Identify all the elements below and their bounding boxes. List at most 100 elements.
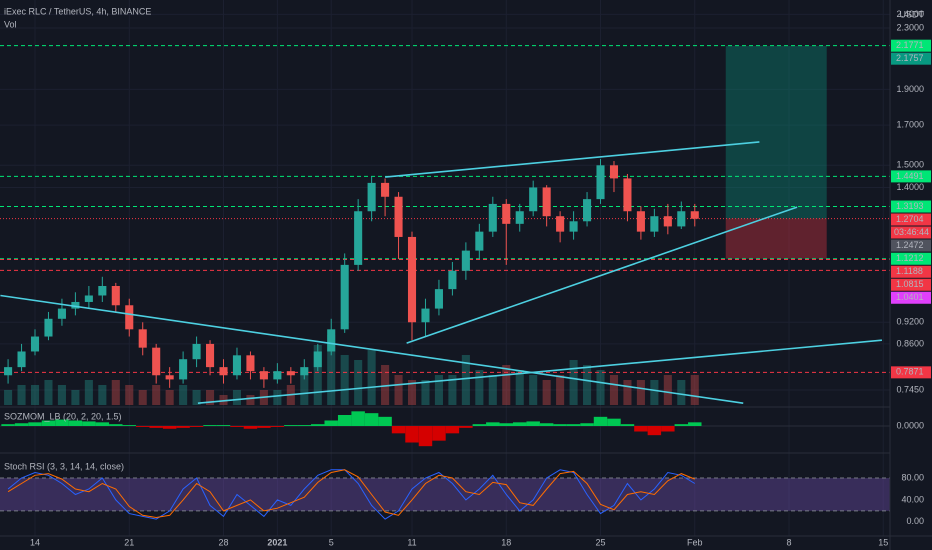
volume-bar <box>71 390 80 405</box>
candle-body <box>609 165 619 179</box>
volume-bar <box>300 375 309 405</box>
position-loss-zone <box>725 218 827 259</box>
volume-bar <box>30 385 40 405</box>
volume-bar <box>421 380 430 405</box>
momentum-bar <box>284 425 298 426</box>
candle-body <box>286 371 295 376</box>
volume-bar <box>488 375 497 405</box>
candle-body <box>367 182 376 212</box>
price-tag <box>891 213 931 226</box>
candle-body <box>98 285 107 296</box>
momentum-bar <box>459 426 473 428</box>
x-tick-label: 28 <box>219 537 229 547</box>
candle-body <box>17 351 26 368</box>
price-tag <box>891 170 931 183</box>
price-tag-label: 1.3193 <box>896 201 924 211</box>
momentum-bar <box>634 426 648 432</box>
volume-bar <box>461 355 470 405</box>
volume-bar <box>569 360 578 405</box>
volume-bar <box>677 380 686 405</box>
candle-body <box>246 355 255 372</box>
price-tag-label: 1.2704 <box>896 214 924 224</box>
momentum-bar <box>378 416 392 426</box>
y-tick-label: 1.9000 <box>896 84 924 94</box>
candle-body <box>596 165 605 200</box>
x-tick-label: 2021 <box>267 537 287 547</box>
candle-body <box>111 285 120 306</box>
currency-unit: USDT <box>900 9 925 19</box>
candle-body <box>219 367 228 376</box>
momentum-bar <box>95 422 110 426</box>
momentum-bar <box>432 426 446 441</box>
candle-body <box>71 301 80 309</box>
volume-label: Vol <box>4 19 17 29</box>
candle-body <box>434 289 443 309</box>
y-tick-label: 0.00 <box>906 516 924 526</box>
candle-body <box>663 216 672 227</box>
volume-bar <box>690 375 699 405</box>
volume-bar <box>502 365 511 405</box>
volume-bar <box>179 385 188 405</box>
momentum-bar <box>122 425 136 426</box>
candle-body <box>84 295 93 302</box>
momentum-bar <box>311 424 325 426</box>
volume-bar <box>84 380 93 405</box>
x-tick-label: 25 <box>596 537 606 547</box>
momentum-bar <box>512 422 527 426</box>
y-tick-label: 1.7000 <box>896 119 924 129</box>
volume-bar <box>475 370 484 405</box>
volume-bar <box>206 390 215 405</box>
volume-bar <box>219 395 228 405</box>
momentum-bar <box>337 415 352 426</box>
volume-bar <box>57 385 66 405</box>
candle-body <box>407 236 417 323</box>
candle-body <box>650 216 659 232</box>
x-tick-label: 14 <box>30 537 40 547</box>
candle-body <box>192 343 201 360</box>
stoch-title: Stoch RSI (3, 3, 14, 14, close) <box>4 461 124 471</box>
volume-bar <box>17 385 26 405</box>
price-tag <box>891 265 931 278</box>
y-tick-label: 2.4000 <box>896 9 924 19</box>
candle-body <box>313 351 322 368</box>
stoch-line <box>7 469 695 519</box>
price-tag-label: 2.1771 <box>896 40 924 50</box>
volume-bar <box>650 380 659 405</box>
volume-bar <box>448 375 457 405</box>
candle-body <box>4 367 13 376</box>
momentum-bar <box>230 426 244 427</box>
x-tick-label: 5 <box>329 537 334 547</box>
trend-line <box>197 339 882 404</box>
price-tag <box>891 39 931 52</box>
candle-body <box>623 178 632 212</box>
volume-bar <box>232 390 242 405</box>
candle-body <box>30 336 40 352</box>
momentum-bar <box>68 420 83 426</box>
momentum-bar <box>203 425 217 426</box>
candle-body <box>273 371 282 380</box>
volume-bar <box>542 380 551 405</box>
chart-layer <box>0 0 890 536</box>
volume-bar <box>246 395 255 405</box>
momentum-bar <box>149 426 163 428</box>
stoch-band <box>0 478 890 511</box>
volume-bar <box>44 380 53 405</box>
momentum-bar <box>566 424 581 426</box>
momentum-bar <box>674 424 689 426</box>
momentum-bar <box>28 422 42 426</box>
momentum-bar <box>189 426 204 427</box>
candle-body <box>421 308 430 323</box>
volume-bar <box>583 365 592 405</box>
price-tag-label: 1.1188 <box>896 266 923 276</box>
x-tick-label: 11 <box>407 537 416 547</box>
candle-body <box>448 270 457 290</box>
candle-body <box>179 359 188 380</box>
trend-line <box>385 141 760 178</box>
volume-bar <box>529 375 538 405</box>
price-tag-label: 1.2472 <box>896 240 924 250</box>
momentum-bar <box>445 426 460 434</box>
candle-body <box>57 308 66 319</box>
price-tag <box>891 366 931 379</box>
volume-bar <box>165 390 174 405</box>
